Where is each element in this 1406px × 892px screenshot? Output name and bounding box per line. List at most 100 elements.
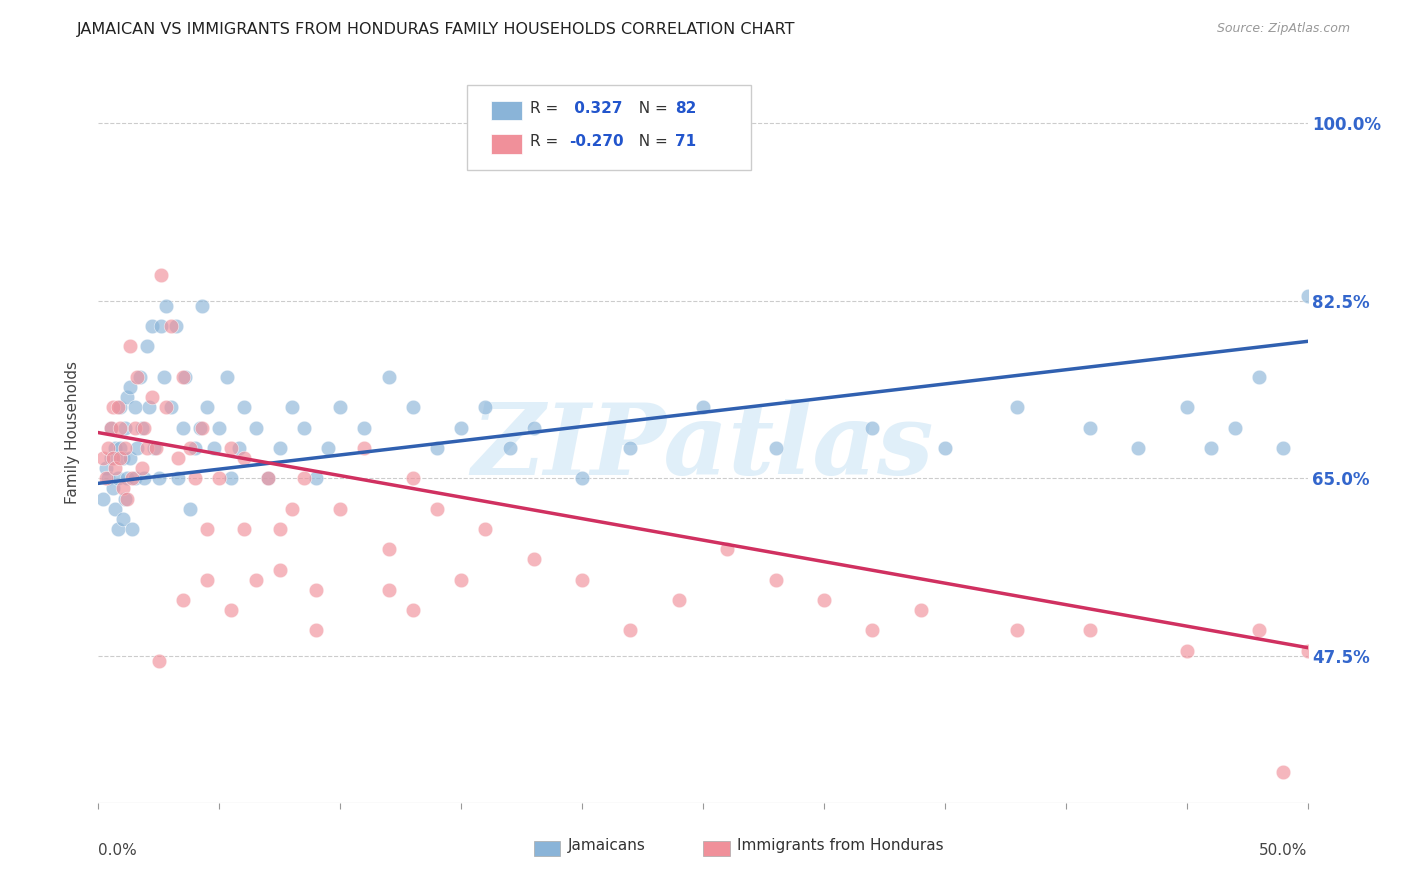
Point bbox=[143, 441, 166, 455]
Point bbox=[172, 593, 194, 607]
Point bbox=[1175, 643, 1198, 657]
Point bbox=[94, 461, 117, 475]
Point bbox=[305, 582, 328, 597]
Point bbox=[305, 624, 328, 638]
Point bbox=[134, 471, 156, 485]
Point bbox=[107, 471, 129, 485]
Point bbox=[97, 471, 120, 485]
Point bbox=[221, 441, 243, 455]
Text: Immigrants from Honduras: Immigrants from Honduras bbox=[737, 838, 943, 854]
Text: Jamaicans: Jamaicans bbox=[568, 838, 645, 854]
Point bbox=[165, 319, 187, 334]
Point bbox=[131, 461, 153, 475]
Point bbox=[124, 420, 146, 434]
Point bbox=[118, 339, 141, 353]
Point bbox=[101, 450, 124, 465]
Point bbox=[860, 624, 883, 638]
Point bbox=[91, 491, 114, 506]
Point bbox=[195, 573, 218, 587]
Point bbox=[114, 441, 136, 455]
Point bbox=[402, 401, 425, 415]
Text: -0.270: -0.270 bbox=[569, 134, 623, 149]
Point bbox=[269, 562, 291, 576]
Point bbox=[292, 420, 315, 434]
Point bbox=[474, 401, 496, 415]
Point bbox=[127, 369, 149, 384]
Point bbox=[150, 319, 173, 334]
Point bbox=[111, 512, 134, 526]
FancyBboxPatch shape bbox=[534, 841, 561, 856]
Text: N =: N = bbox=[630, 101, 673, 116]
Point bbox=[121, 522, 143, 536]
Point bbox=[232, 450, 254, 465]
Point bbox=[191, 420, 214, 434]
Point bbox=[292, 471, 315, 485]
Point bbox=[121, 471, 143, 485]
Point bbox=[135, 339, 157, 353]
Point bbox=[114, 491, 136, 506]
Point bbox=[450, 420, 472, 434]
Point bbox=[232, 401, 254, 415]
Point bbox=[353, 441, 375, 455]
Point bbox=[765, 573, 787, 587]
Point bbox=[474, 522, 496, 536]
Point bbox=[104, 461, 127, 475]
Point bbox=[316, 441, 339, 455]
Point bbox=[91, 450, 114, 465]
Text: R =: R = bbox=[530, 134, 564, 149]
Point bbox=[100, 420, 122, 434]
Point bbox=[111, 482, 134, 496]
Point bbox=[934, 441, 956, 455]
Point bbox=[145, 441, 167, 455]
Point bbox=[1272, 441, 1295, 455]
Point bbox=[118, 380, 141, 394]
Point bbox=[377, 582, 399, 597]
Point bbox=[118, 450, 141, 465]
Point bbox=[150, 268, 173, 283]
Text: 0.327: 0.327 bbox=[569, 101, 623, 116]
Text: Source: ZipAtlas.com: Source: ZipAtlas.com bbox=[1216, 22, 1350, 36]
Point bbox=[353, 420, 375, 434]
Point bbox=[124, 401, 146, 415]
Text: 71: 71 bbox=[675, 134, 696, 149]
Point bbox=[108, 401, 131, 415]
Point bbox=[571, 573, 593, 587]
Point bbox=[134, 420, 156, 434]
Point bbox=[208, 471, 231, 485]
Point bbox=[184, 471, 207, 485]
Point bbox=[269, 522, 291, 536]
Point bbox=[131, 420, 153, 434]
Text: JAMAICAN VS IMMIGRANTS FROM HONDURAS FAMILY HOUSEHOLDS CORRELATION CHART: JAMAICAN VS IMMIGRANTS FROM HONDURAS FAM… bbox=[77, 22, 796, 37]
Point bbox=[172, 369, 194, 384]
FancyBboxPatch shape bbox=[492, 101, 522, 120]
Point bbox=[228, 441, 250, 455]
Point bbox=[117, 471, 139, 485]
Point bbox=[245, 420, 267, 434]
Point bbox=[860, 420, 883, 434]
Point bbox=[152, 369, 174, 384]
Point bbox=[167, 471, 190, 485]
Point bbox=[135, 441, 157, 455]
Point bbox=[281, 401, 304, 415]
Point bbox=[107, 522, 129, 536]
Point bbox=[1272, 765, 1295, 780]
Point bbox=[1078, 624, 1101, 638]
Point bbox=[619, 624, 641, 638]
Point bbox=[117, 491, 139, 506]
Point bbox=[910, 603, 932, 617]
Point bbox=[108, 441, 131, 455]
Point bbox=[426, 501, 449, 516]
Point bbox=[111, 450, 134, 465]
Point bbox=[100, 420, 122, 434]
Point bbox=[160, 319, 183, 334]
Point bbox=[215, 369, 238, 384]
Point bbox=[204, 441, 226, 455]
Point bbox=[245, 573, 267, 587]
Point bbox=[188, 420, 211, 434]
Point bbox=[94, 471, 117, 485]
Point bbox=[305, 471, 328, 485]
Point bbox=[97, 441, 120, 455]
Y-axis label: Family Households: Family Households bbox=[65, 361, 80, 504]
Point bbox=[1249, 369, 1271, 384]
Point bbox=[191, 299, 214, 313]
